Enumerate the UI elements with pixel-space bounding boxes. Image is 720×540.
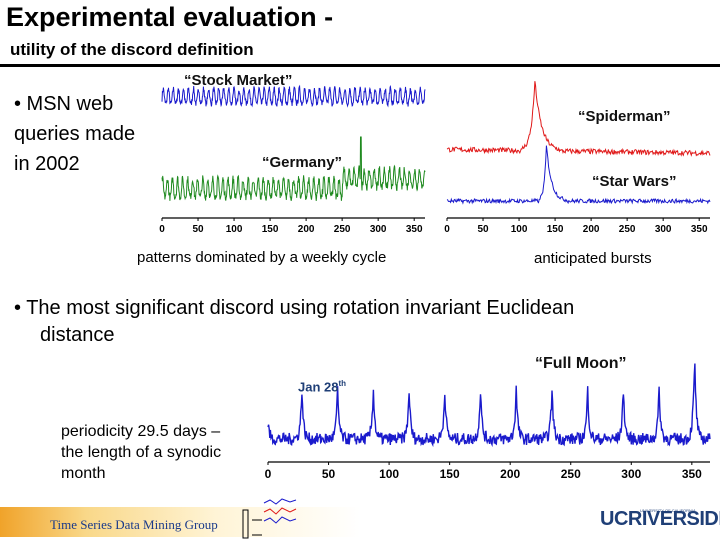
ucr-logo-riverside: RIVERSIDE bbox=[627, 508, 720, 530]
chart0-tick-label-1: 50 bbox=[192, 224, 204, 235]
slide-subtitle: utility of the discord definition bbox=[10, 40, 254, 59]
caption-periodicity-2: the length of a synodic bbox=[61, 444, 222, 461]
footer-band bbox=[0, 507, 720, 537]
chart2-tick-label-7: 350 bbox=[682, 467, 702, 481]
label-full-moon: “Full Moon” bbox=[535, 355, 627, 372]
bullet-msn-line2: queries made bbox=[14, 123, 136, 145]
title-rule bbox=[0, 64, 720, 67]
bullet-discord-line2: distance bbox=[40, 324, 115, 346]
bullet-discord-line1: • The most significant discord using rot… bbox=[14, 297, 575, 319]
chart2-tick-label-0: 0 bbox=[265, 467, 272, 481]
chart0-tick-label-4: 200 bbox=[298, 224, 315, 235]
chart2-tick-label-1: 50 bbox=[322, 467, 336, 481]
series-stock-market bbox=[161, 84, 426, 108]
chart1-tick-label-6: 300 bbox=[655, 224, 672, 235]
caption-periodicity-3: month bbox=[61, 465, 106, 482]
chart2-tick-label-3: 150 bbox=[440, 467, 460, 481]
series-star-wars bbox=[446, 145, 711, 205]
chart2-tick-label-6: 300 bbox=[621, 467, 641, 481]
chart2-tick-label-4: 200 bbox=[500, 467, 520, 481]
caption-bursts: anticipated bursts bbox=[534, 250, 652, 267]
chart2-tick-label-2: 100 bbox=[379, 467, 399, 481]
bullet-msn-line3: in 2002 bbox=[14, 153, 80, 175]
bullet-msn-line1: • MSN web bbox=[14, 93, 114, 115]
label-stock-market: “Stock Market” bbox=[184, 72, 293, 89]
label-germany: “Germany” bbox=[262, 154, 343, 171]
chart0-tick-label-7: 350 bbox=[406, 224, 423, 235]
chart1-tick-label-1: 50 bbox=[477, 224, 489, 235]
chart2-tick-label-5: 250 bbox=[561, 467, 581, 481]
label-star-wars: “Star Wars” bbox=[592, 173, 677, 190]
chart1-tick-label-4: 200 bbox=[583, 224, 600, 235]
chart1-tick-label-5: 250 bbox=[619, 224, 636, 235]
chart1-tick-label-7: 350 bbox=[691, 224, 708, 235]
chart1-tick-label-3: 150 bbox=[547, 224, 564, 235]
footer-text: Time Series Data Mining Group bbox=[50, 517, 218, 532]
chart0-tick-label-0: 0 bbox=[159, 224, 165, 235]
chart1-tick-label-2: 100 bbox=[511, 224, 528, 235]
series-full-moon bbox=[267, 363, 711, 448]
label-jan28-text: Jan 28 bbox=[298, 379, 339, 395]
ucr-logo-uc: UC bbox=[600, 508, 628, 530]
chart0-tick-label-3: 150 bbox=[262, 224, 279, 235]
caption-weekly: patterns dominated by a weekly cycle bbox=[137, 249, 387, 266]
chart1-tick-label-0: 0 bbox=[444, 224, 450, 235]
chart0-tick-label-2: 100 bbox=[226, 224, 243, 235]
ucr-logo: UCRIVERSIDE bbox=[600, 508, 720, 531]
label-jan28: Jan 28th bbox=[298, 379, 346, 394]
chart0-tick-label-5: 250 bbox=[334, 224, 351, 235]
label-spiderman: “Spiderman” bbox=[578, 108, 671, 125]
caption-periodicity-1: periodicity 29.5 days – bbox=[61, 423, 221, 440]
ucr-logo-small-text: UNIVERSITY OF CALIFORNIA bbox=[640, 508, 696, 513]
chart0-tick-label-6: 300 bbox=[370, 224, 387, 235]
series-spiderman bbox=[446, 81, 711, 157]
slide-title: Experimental evaluation - bbox=[6, 2, 334, 32]
series-germany bbox=[161, 136, 426, 201]
label-jan28-sup: th bbox=[338, 379, 347, 388]
